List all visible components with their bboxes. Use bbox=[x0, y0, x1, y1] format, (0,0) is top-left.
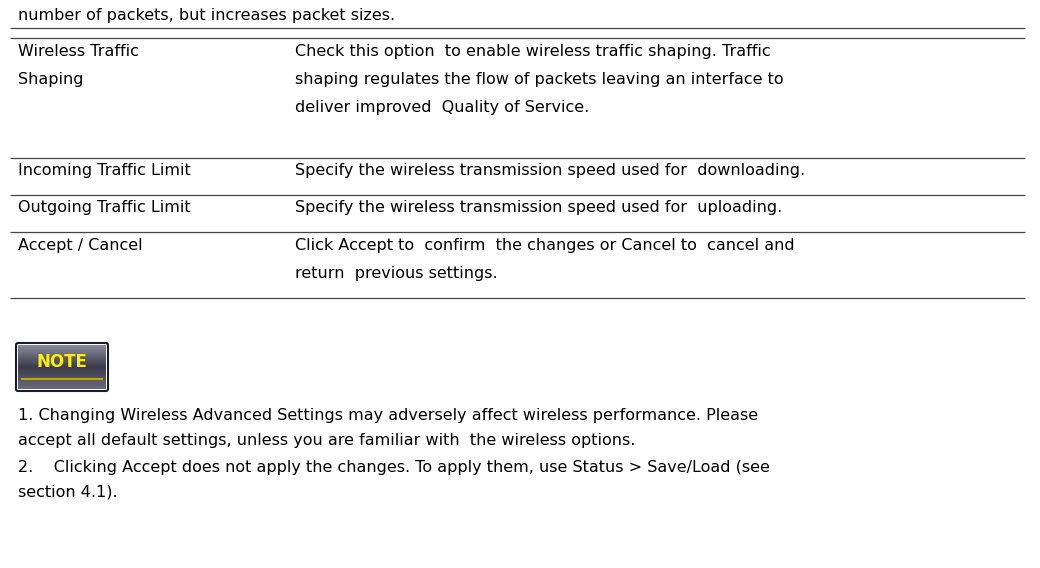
Text: Outgoing Traffic Limit: Outgoing Traffic Limit bbox=[18, 200, 190, 215]
Bar bbox=[18, 355, 106, 356]
Bar bbox=[18, 362, 106, 364]
Bar bbox=[18, 371, 106, 373]
Bar bbox=[18, 345, 106, 346]
Text: Click Accept to  confirm  the changes or Cancel to  cancel and
return  previous : Click Accept to confirm the changes or C… bbox=[295, 238, 795, 281]
Bar bbox=[18, 385, 106, 386]
Bar bbox=[18, 368, 106, 369]
Bar bbox=[18, 375, 106, 376]
Bar bbox=[18, 350, 106, 352]
Text: Specify the wireless transmission speed used for  uploading.: Specify the wireless transmission speed … bbox=[295, 200, 782, 215]
Text: Check this option  to enable wireless traffic shaping. Traffic
shaping regulates: Check this option to enable wireless tra… bbox=[295, 44, 783, 115]
Text: number of packets, but increases packet sizes.: number of packets, but increases packet … bbox=[18, 8, 395, 23]
Text: Wireless Traffic
Shaping: Wireless Traffic Shaping bbox=[18, 44, 139, 87]
Text: Specify the wireless transmission speed used for  downloading.: Specify the wireless transmission speed … bbox=[295, 163, 805, 178]
Bar bbox=[18, 358, 106, 360]
Bar bbox=[18, 382, 106, 383]
Bar bbox=[18, 366, 106, 367]
Bar bbox=[18, 378, 106, 379]
Bar bbox=[18, 376, 106, 377]
Bar bbox=[18, 364, 106, 365]
Bar bbox=[18, 388, 106, 389]
Bar bbox=[18, 361, 106, 362]
Bar bbox=[18, 374, 106, 375]
Text: Incoming Traffic Limit: Incoming Traffic Limit bbox=[18, 163, 190, 178]
Bar bbox=[18, 369, 106, 370]
Bar bbox=[18, 349, 106, 350]
Bar bbox=[18, 379, 106, 380]
Bar bbox=[18, 356, 106, 357]
Bar bbox=[18, 353, 106, 354]
Bar bbox=[18, 383, 106, 385]
Text: NOTE: NOTE bbox=[36, 353, 87, 371]
Bar bbox=[18, 370, 106, 371]
Bar bbox=[18, 380, 106, 381]
Text: 1. Changing Wireless Advanced Settings may adversely affect wireless performance: 1. Changing Wireless Advanced Settings m… bbox=[18, 408, 758, 448]
Bar bbox=[18, 354, 106, 355]
Bar bbox=[18, 348, 106, 349]
Bar bbox=[18, 367, 106, 368]
Text: 2.    Clicking Accept does not apply the changes. To apply them, use Status > Sa: 2. Clicking Accept does not apply the ch… bbox=[18, 460, 770, 500]
Bar bbox=[18, 347, 106, 348]
Bar bbox=[18, 381, 106, 382]
Bar bbox=[18, 377, 106, 378]
Bar bbox=[18, 357, 106, 358]
Bar bbox=[18, 346, 106, 347]
Bar bbox=[18, 386, 106, 387]
Bar bbox=[18, 365, 106, 366]
Bar bbox=[18, 352, 106, 353]
Bar bbox=[18, 387, 106, 388]
Text: Accept / Cancel: Accept / Cancel bbox=[18, 238, 142, 253]
Bar bbox=[18, 373, 106, 374]
Bar bbox=[18, 360, 106, 361]
